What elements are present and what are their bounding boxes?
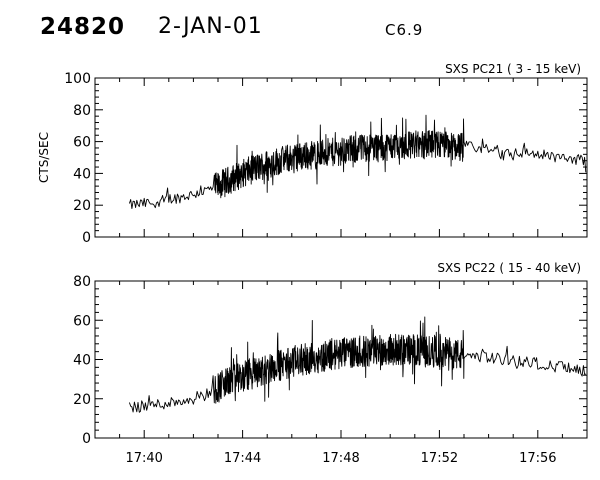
x-tick-label: 17:40: [125, 451, 162, 466]
x-tick-label: 17:56: [519, 451, 556, 466]
panel-title-1: SXS PC21 ( 3 - 15 keV): [445, 62, 581, 76]
event-number: 24820: [40, 14, 126, 40]
y-tick-label: 60: [73, 135, 91, 151]
series-line-1: [128, 114, 587, 210]
x-tick-label: 17:48: [322, 451, 359, 466]
event-date: 2-JAN-01: [158, 14, 263, 39]
series-line-2: [128, 316, 586, 413]
x-tick-label: 17:52: [421, 451, 458, 466]
y-axis-label: CTS/SEC: [37, 132, 51, 183]
y-tick-label: 80: [73, 103, 91, 119]
y-tick-label: 40: [73, 166, 91, 182]
flare-class: C6.9: [385, 21, 424, 39]
y-tick-label: 40: [73, 353, 91, 369]
y-tick-label: 0: [82, 230, 91, 246]
y-tick-label: 60: [73, 313, 91, 329]
y-tick-label: 80: [73, 274, 91, 290]
x-tick-label: 17:44: [224, 451, 261, 466]
y-tick-label: 0: [82, 431, 91, 447]
panel-title-2: SXS PC22 ( 15 - 40 keV): [437, 261, 581, 275]
y-tick-label: 100: [64, 71, 91, 87]
y-tick-label: 20: [73, 198, 91, 214]
y-tick-label: 20: [73, 392, 91, 408]
